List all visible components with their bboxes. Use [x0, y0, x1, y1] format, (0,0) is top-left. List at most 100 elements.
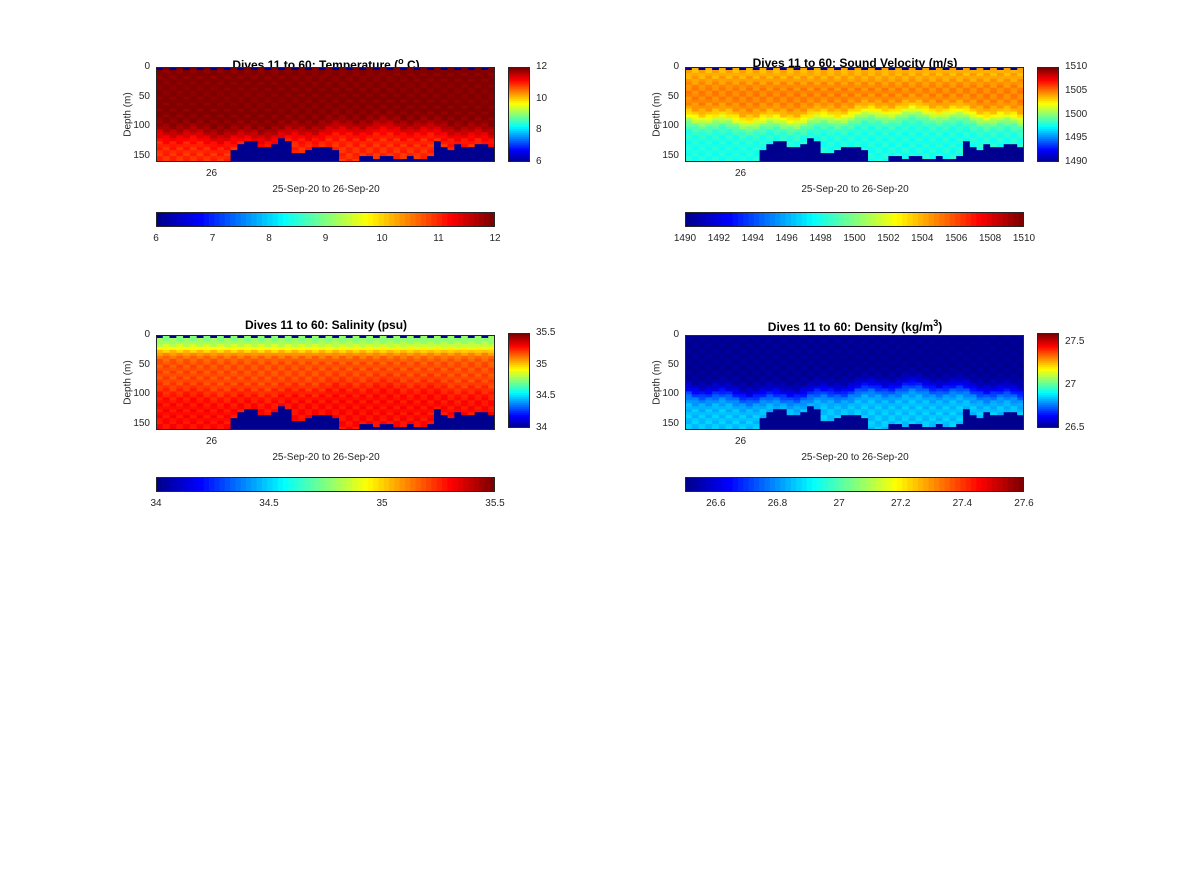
- heatmap-cell: [379, 147, 388, 151]
- heatmap-cell: [705, 120, 713, 125]
- colorbar-segment: [230, 212, 237, 227]
- heatmap-cell: [217, 67, 225, 71]
- heatmap-cell: [834, 93, 842, 98]
- heatmap-cell: [406, 373, 415, 378]
- heatmap-cell: [196, 159, 205, 162]
- heatmap-cell: [739, 81, 747, 86]
- heatmap-cell: [990, 69, 998, 74]
- heatmap-cell: [284, 355, 293, 360]
- heatmap-cell: [440, 114, 449, 119]
- heatmap-cell: [318, 84, 327, 89]
- heatmap-cell: [223, 123, 232, 127]
- heatmap-cell: [698, 123, 706, 127]
- heatmap-cell: [813, 156, 822, 160]
- heatmap-cell: [169, 367, 177, 372]
- heatmap-cell: [332, 379, 340, 384]
- heatmap-cell: [386, 132, 394, 136]
- heatmap-cell: [881, 93, 889, 98]
- heatmap-cell: [291, 120, 299, 125]
- heatmap-cell: [413, 406, 422, 410]
- heatmap-cell: [400, 147, 408, 151]
- heatmap-cell: [976, 129, 984, 133]
- heatmap-cell: [230, 406, 238, 410]
- heatmap-cell: [834, 150, 842, 154]
- colorbar-segment: [949, 212, 956, 227]
- heatmap-cell: [169, 72, 177, 77]
- heatmap-cell: [250, 135, 259, 139]
- heatmap-cell: [454, 391, 462, 395]
- heatmap-cell: [318, 424, 327, 428]
- heatmap-cell: [386, 406, 394, 410]
- heatmap-cell: [162, 337, 171, 342]
- heatmap-cell: [929, 141, 937, 145]
- heatmap-cell: [759, 108, 767, 113]
- heatmap-cell: [874, 144, 883, 148]
- heatmap-cell: [942, 126, 951, 130]
- heatmap-cell: [291, 102, 299, 107]
- heatmap-cell: [922, 105, 930, 110]
- heatmap-cell: [318, 418, 327, 422]
- heatmap-cell: [271, 364, 279, 369]
- heatmap-cell: [386, 81, 394, 86]
- heatmap-cell: [311, 108, 320, 113]
- heatmap-cell: [311, 138, 320, 142]
- heatmap-cell: [427, 90, 435, 95]
- heatmap-cell: [298, 129, 306, 133]
- heatmap-cell: [935, 126, 944, 130]
- colorbar-segment: [1037, 120, 1059, 124]
- heatmap-cell: [278, 120, 286, 125]
- heatmap-cell: [793, 69, 801, 74]
- heatmap-cell: [420, 123, 428, 127]
- heatmap-cell: [210, 335, 218, 339]
- heatmap-cell: [230, 403, 238, 407]
- heatmap-cell: [712, 108, 720, 113]
- heatmap-cell: [406, 141, 415, 145]
- heatmap-cell: [942, 105, 951, 110]
- heatmap-cell: [156, 394, 164, 398]
- heatmap-cell: [427, 150, 435, 154]
- heatmap-cell: [237, 388, 245, 393]
- heatmap-cell: [467, 400, 476, 404]
- heatmap-cell: [996, 114, 1005, 119]
- heatmap-cell: [393, 367, 401, 372]
- heatmap-cell: [406, 123, 415, 127]
- heatmap-cell: [176, 72, 184, 77]
- heatmap-cell: [332, 337, 340, 342]
- heatmap-cell: [467, 141, 476, 145]
- heatmap-cell: [169, 385, 177, 390]
- heatmap-cell: [264, 102, 272, 107]
- heatmap-cell: [888, 132, 896, 136]
- heatmap-cell: [440, 385, 449, 390]
- heatmap-cell: [264, 335, 272, 339]
- heatmap-cell: [230, 388, 238, 393]
- heatmap-cell: [318, 123, 327, 127]
- heatmap-cell: [454, 358, 462, 363]
- heatmap-cell: [345, 406, 354, 410]
- heatmap-cell: [433, 349, 442, 354]
- colorbar-segment: [923, 212, 930, 227]
- heatmap-cell: [420, 87, 428, 92]
- heatmap-cell: [372, 397, 381, 401]
- heatmap-cell: [223, 84, 232, 89]
- heatmap-cell: [400, 352, 408, 357]
- heatmap-cell: [949, 141, 957, 145]
- colorbar-segment: [508, 158, 530, 161]
- heatmap-cell: [400, 72, 408, 77]
- heatmap-cell: [305, 382, 313, 387]
- heatmap-cell: [433, 427, 442, 430]
- heatmap-cell: [752, 90, 761, 95]
- heatmap-cell: [454, 105, 462, 110]
- heatmap-cell: [718, 135, 727, 139]
- heatmap-cell: [332, 102, 340, 107]
- heatmap-cell: [698, 129, 706, 133]
- heatmap-cell: [1017, 105, 1024, 110]
- colorbar-segment: [817, 212, 824, 227]
- heatmap-cell: [800, 159, 808, 162]
- heatmap-cell: [813, 105, 822, 110]
- heatmap-cell: [217, 340, 225, 345]
- heatmap-cell: [929, 111, 937, 116]
- heatmap-cell: [339, 75, 347, 80]
- heatmap-cell: [217, 397, 225, 401]
- heatmap-cell: [779, 96, 788, 101]
- heatmap-cell: [250, 355, 259, 360]
